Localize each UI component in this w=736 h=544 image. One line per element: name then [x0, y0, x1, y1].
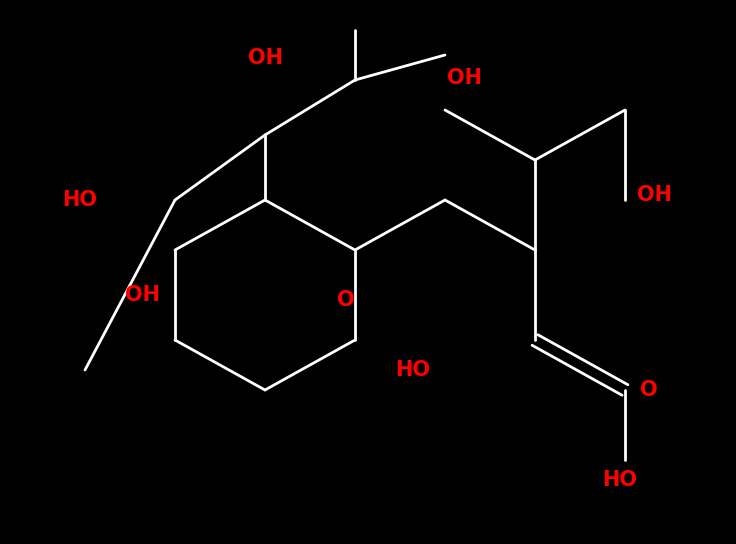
Text: HO: HO: [603, 470, 637, 490]
Text: HO: HO: [62, 190, 97, 210]
Text: OH: OH: [637, 185, 672, 205]
Text: OH: OH: [247, 48, 283, 68]
Text: HO: HO: [395, 360, 430, 380]
Text: O: O: [640, 380, 658, 400]
Text: O: O: [337, 290, 355, 310]
Text: OH: OH: [447, 68, 482, 88]
Text: OH: OH: [125, 285, 160, 305]
